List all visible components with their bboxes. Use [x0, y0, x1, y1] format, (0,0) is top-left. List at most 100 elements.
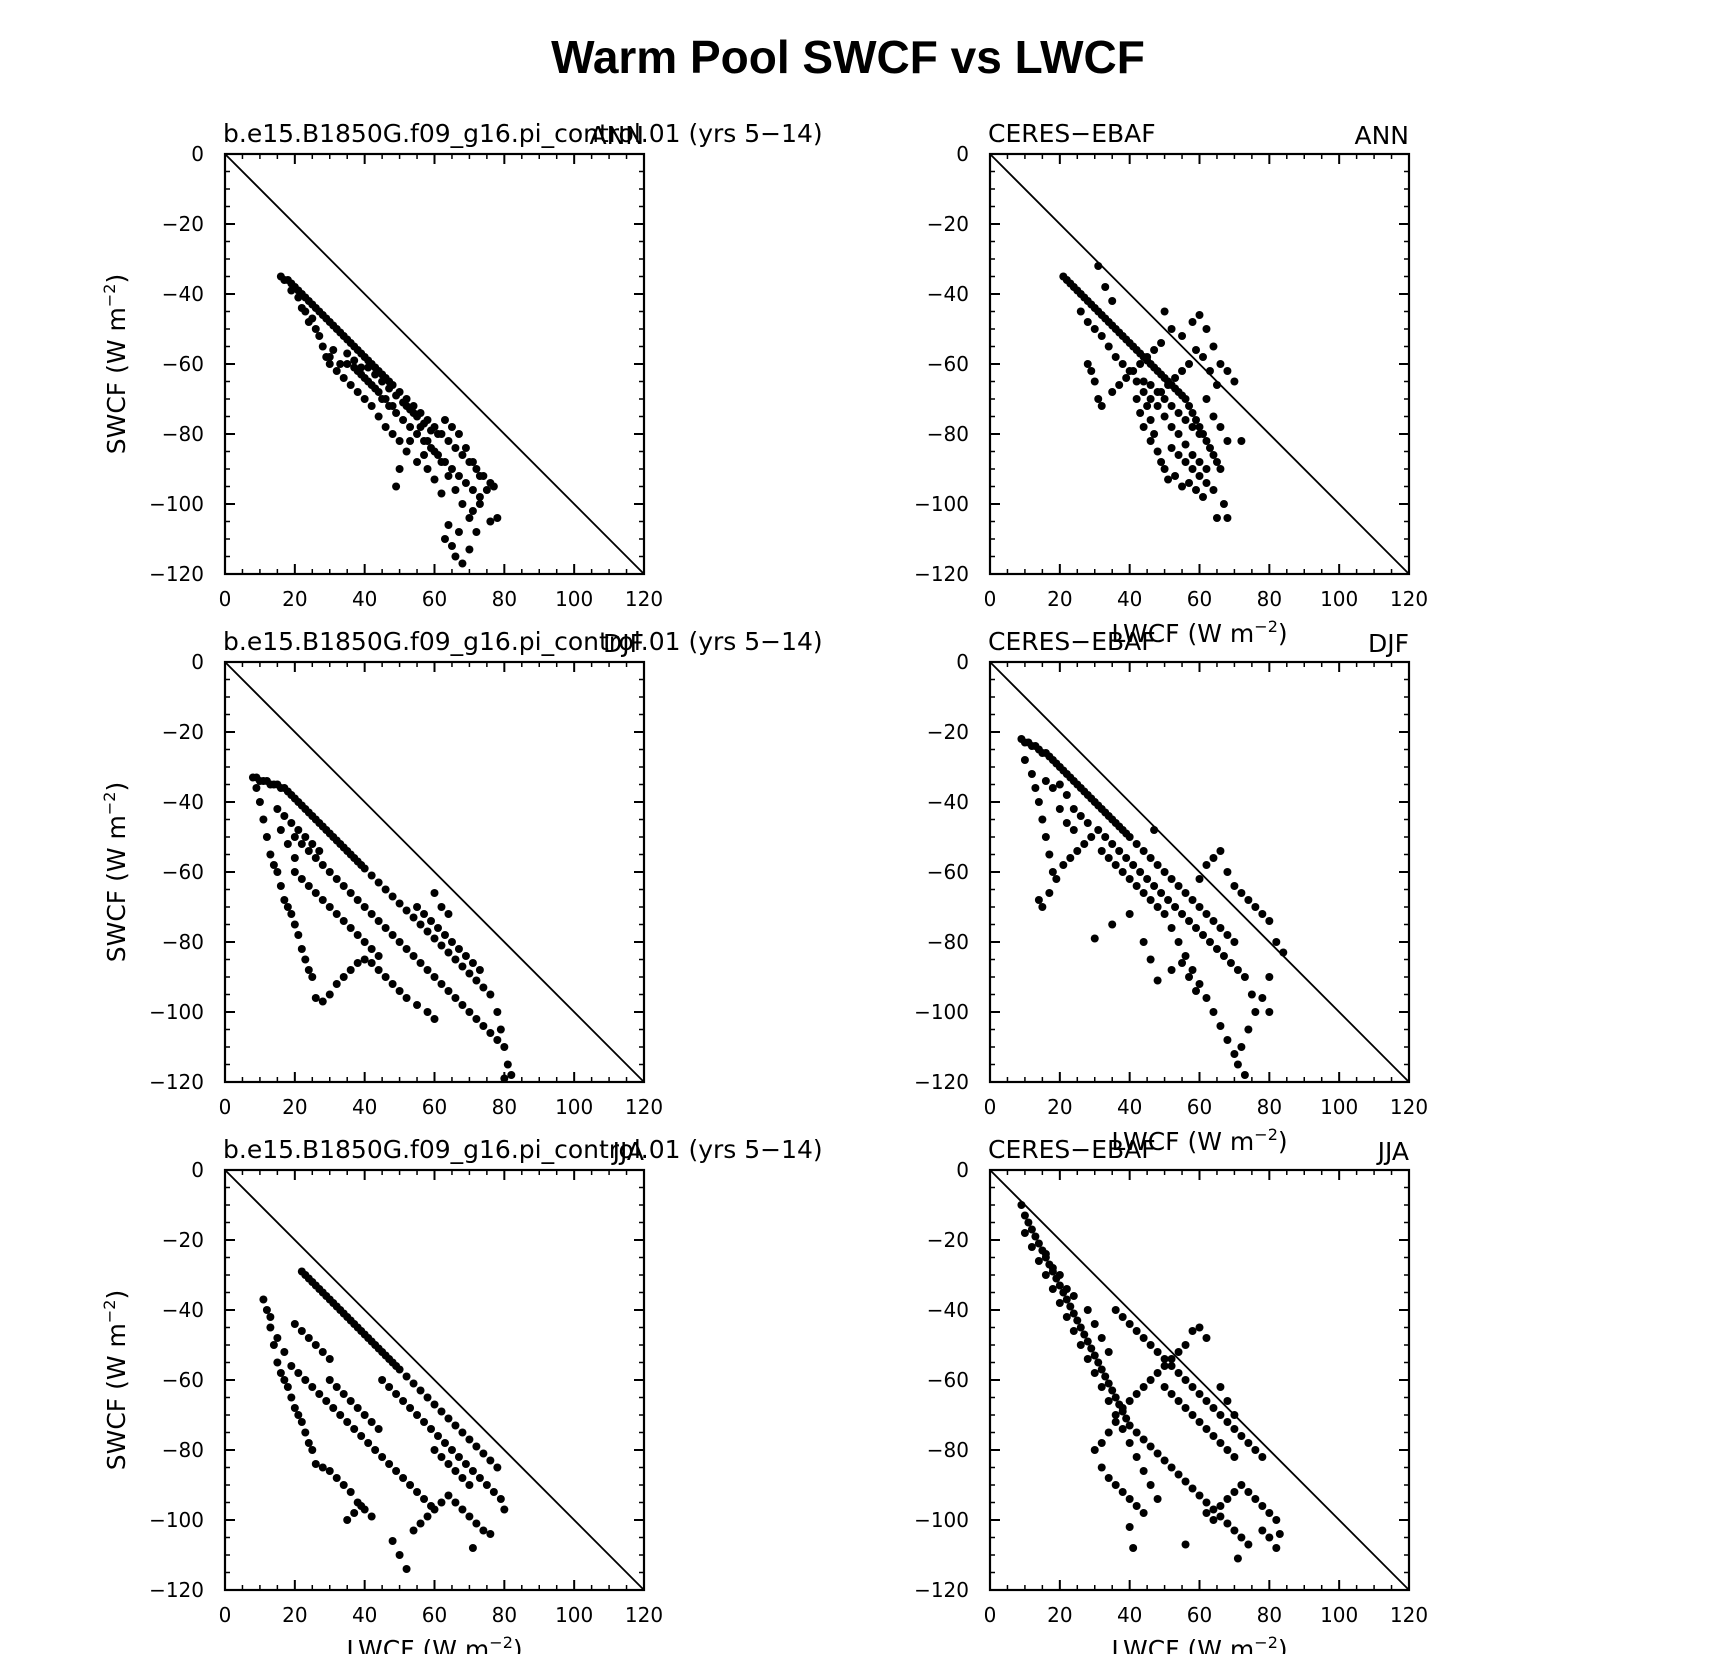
scatter-point — [468, 458, 477, 466]
x-tick-label: 60 — [1187, 1603, 1212, 1627]
scatter-point — [339, 1481, 348, 1489]
scatter-point — [1083, 360, 1092, 368]
scatter-point — [507, 1071, 516, 1079]
scatter-point — [413, 1001, 422, 1009]
scatter-point — [1230, 882, 1239, 890]
scatter-point — [1104, 1428, 1113, 1437]
panel-ann-model: b.e15.B1850G.f09_g16.pi_control.01 (yrs … — [100, 119, 823, 611]
y-tick-label: −60 — [927, 860, 969, 884]
scatter-point — [374, 412, 383, 421]
scatter-point — [1157, 388, 1166, 396]
scatter-point — [346, 381, 355, 389]
figure-title: Warm Pool SWCF vs LWCF — [551, 31, 1145, 83]
scatter-point — [399, 416, 408, 424]
scatter-point — [1157, 339, 1166, 347]
scatter-point — [486, 1530, 495, 1538]
scatter-point — [486, 1456, 495, 1465]
y-tick-label: −100 — [149, 1000, 204, 1024]
x-tick-label: 80 — [1257, 1095, 1282, 1119]
scatter-point — [500, 1074, 509, 1083]
scatter-point — [325, 1467, 334, 1475]
y-tick-label: −120 — [149, 1070, 204, 1094]
scatter-point — [413, 430, 422, 438]
scatter-point — [1174, 451, 1183, 459]
scatter-point — [475, 472, 484, 480]
scatter-point — [1181, 458, 1190, 466]
scatter-point — [430, 889, 439, 897]
scatter-point — [266, 1323, 275, 1332]
x-tick-label: 0 — [219, 587, 232, 611]
scatter-point — [367, 871, 376, 880]
scatter-point — [1219, 952, 1228, 960]
scatter-point — [1167, 924, 1176, 932]
scatter-point — [1233, 966, 1242, 974]
scatter-point — [371, 370, 380, 379]
scatter-point — [409, 1526, 418, 1535]
scatter-point — [1205, 938, 1214, 946]
scatter-point — [322, 1397, 331, 1405]
scatter-point — [297, 1418, 306, 1426]
scatter-point — [346, 1397, 355, 1405]
scatter-point — [1132, 395, 1141, 403]
scatter-point — [276, 1369, 285, 1377]
scatter-point — [1223, 1036, 1232, 1044]
scatter-point — [294, 931, 303, 939]
scatter-point — [1048, 868, 1057, 876]
scatter-point — [440, 931, 449, 939]
scatter-point — [1024, 1218, 1033, 1227]
scatter-point — [1195, 423, 1204, 431]
scatter-point — [458, 451, 467, 459]
scatter-point — [1272, 1544, 1281, 1552]
scatter-point — [1188, 451, 1197, 459]
scatter-point — [1136, 360, 1145, 368]
scatter-point — [1034, 1257, 1043, 1265]
x-tick-label: 0 — [984, 587, 997, 611]
y-tick-label: −120 — [914, 562, 969, 586]
scatter-point — [371, 1446, 380, 1454]
scatter-point — [437, 489, 446, 498]
y-tick-label: −60 — [927, 1368, 969, 1392]
scatter-point — [1212, 381, 1221, 389]
y-tick-label: −40 — [927, 790, 969, 814]
x-tick-label: 40 — [352, 587, 377, 611]
scatter-point — [367, 1418, 376, 1426]
scatter-point — [1174, 1369, 1183, 1377]
scatter-point — [290, 1320, 299, 1328]
panel-season-label: ANN — [589, 121, 644, 150]
scatter-point — [388, 931, 397, 939]
scatter-point — [360, 955, 369, 964]
scatter-point — [1136, 409, 1145, 417]
scatter-point — [1188, 1383, 1197, 1391]
scatter-point — [283, 903, 292, 911]
scatter-point — [465, 545, 474, 554]
scatter-point — [287, 910, 296, 918]
scatter-point — [500, 1505, 509, 1514]
scatter-point — [1251, 903, 1260, 911]
scatter-point — [294, 826, 303, 834]
scatter-point — [273, 805, 282, 813]
scatter-point — [402, 1372, 411, 1381]
scatter-point — [430, 475, 439, 484]
scatter-point — [381, 423, 390, 431]
scatter-point — [430, 973, 439, 981]
scatter-point — [1076, 307, 1085, 316]
scatter-point — [308, 1383, 317, 1391]
scatter-point — [1062, 819, 1071, 827]
scatter-point — [420, 1495, 429, 1503]
scatter-point — [1223, 931, 1232, 939]
scatter-point — [479, 1449, 488, 1458]
scatter-point — [433, 1432, 442, 1440]
scatter-point — [420, 451, 429, 459]
scatter-point — [1146, 1376, 1155, 1384]
scatter-point — [1167, 325, 1176, 333]
scatter-point — [336, 360, 345, 368]
x-tick-label: 20 — [1047, 587, 1072, 611]
scatter-point — [350, 1509, 359, 1517]
scatter-point — [1233, 1060, 1242, 1069]
scatter-point — [1153, 1495, 1162, 1503]
scatter-point — [1160, 868, 1169, 876]
scatter-point — [1202, 465, 1211, 473]
scatter-point — [374, 952, 383, 960]
scatter-point — [1181, 889, 1190, 897]
scatter-point — [451, 1498, 460, 1507]
